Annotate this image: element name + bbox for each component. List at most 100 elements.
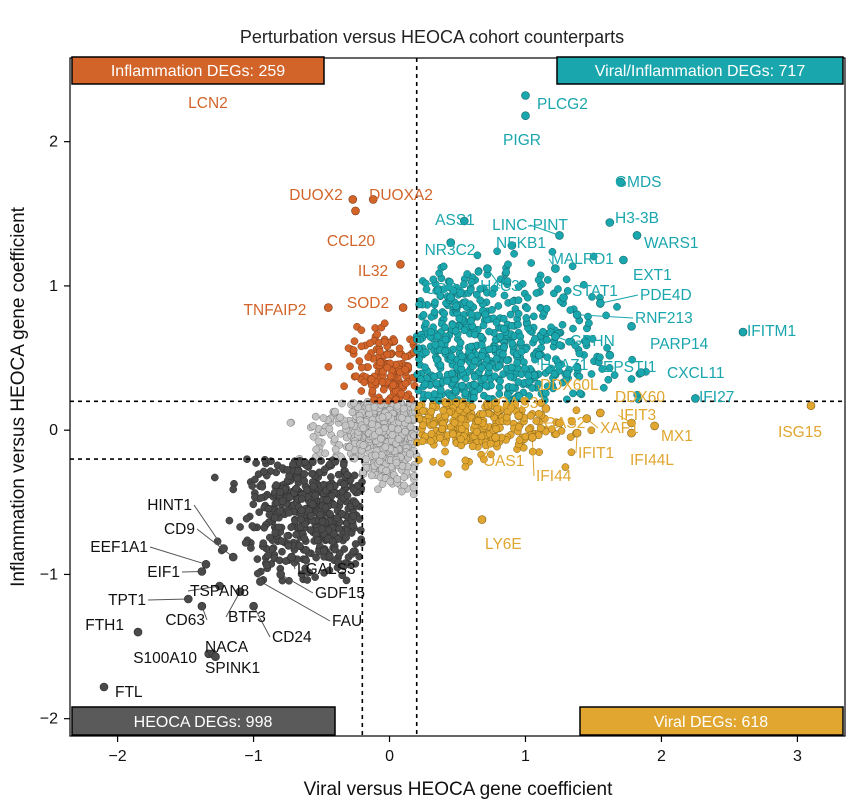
point-heoca <box>349 547 358 556</box>
point-viral-inflammation <box>463 270 472 278</box>
point-viral <box>468 402 477 411</box>
labeled-point-spink1 <box>211 652 220 662</box>
point-viral-inflammation <box>525 392 533 400</box>
point-viral-inflammation <box>439 262 448 271</box>
gene-label-cd24: CD24 <box>272 629 312 646</box>
leader-line-pde4d <box>600 294 639 304</box>
point-heoca <box>303 576 312 584</box>
plot-frame <box>69 57 846 737</box>
point-viral-inflammation <box>524 371 533 380</box>
leader-line-rnf213 <box>577 314 634 319</box>
category-box-heoca-label: HEOCA DEGs: 998 <box>134 714 273 731</box>
point-viral-inflammation <box>587 370 596 378</box>
gene-label-h4c3: H4C3 <box>480 278 520 295</box>
point-viral <box>514 423 523 431</box>
point-viral-inflammation <box>514 320 522 329</box>
point-viral-inflammation <box>429 275 438 284</box>
point-viral-inflammation <box>457 352 466 361</box>
point-viral <box>535 448 543 456</box>
point-viral-inflammation <box>504 260 512 269</box>
point-viral-inflammation <box>506 310 515 319</box>
point-inflammation <box>352 372 360 381</box>
labeled-point-gmds <box>616 177 626 187</box>
point-heoca <box>249 500 258 509</box>
point-inflammation <box>324 362 333 371</box>
point-viral-inflammation <box>467 316 475 325</box>
point-nonsig <box>394 435 403 443</box>
point-heoca <box>311 491 320 500</box>
gene-label-ccl20: CCL20 <box>327 233 376 250</box>
labeled-point-btf3 <box>235 587 245 597</box>
point-viral-inflammation <box>494 302 503 310</box>
point-heoca <box>255 508 264 517</box>
point-viral-inflammation <box>485 363 494 372</box>
point-viral-inflammation <box>550 370 559 378</box>
gene-label-cd74: CD74 <box>425 281 465 298</box>
point-viral-inflammation <box>523 293 532 302</box>
point-viral-inflammation <box>474 268 483 276</box>
leader-line-tpt1 <box>147 598 189 601</box>
point-heoca <box>296 515 305 524</box>
point-viral-inflammation <box>430 372 439 381</box>
point-heoca <box>334 558 343 567</box>
point-viral-inflammation <box>500 343 508 352</box>
point-viral-inflammation <box>448 369 456 378</box>
point-viral-inflammation <box>514 283 523 291</box>
gene-label-eif1: EIF1 <box>147 564 180 581</box>
gene-label-isg15: ISG15 <box>778 424 822 441</box>
gene-label-il32: IL32 <box>358 263 388 280</box>
point-viral-inflammation <box>532 289 541 297</box>
point-viral-inflammation <box>496 377 504 385</box>
point-heoca <box>306 526 315 534</box>
gene-label-lgals3: LGALS3 <box>297 561 356 578</box>
point-heoca <box>276 488 284 497</box>
labeled-point-ifit1 <box>572 428 582 438</box>
gene-label-nr3c2: NR3C2 <box>425 242 476 259</box>
point-viral-inflammation <box>416 375 425 384</box>
point-heoca <box>331 545 339 554</box>
labeled-point-eef1a1 <box>201 559 211 569</box>
gene-label-ext1: EXT1 <box>633 267 672 284</box>
point-heoca <box>251 475 259 484</box>
point-heoca <box>320 569 328 577</box>
point-viral <box>548 425 556 433</box>
gene-label-plcg2: PLCG2 <box>537 96 588 113</box>
gene-label-tspan8: TSPAN8 <box>190 583 249 600</box>
labeled-point-sod2 <box>398 303 408 312</box>
gene-label-sod2: SOD2 <box>347 295 389 312</box>
point-viral-inflammation <box>470 394 478 402</box>
point-heoca <box>356 526 365 535</box>
threshold-lines <box>70 58 845 736</box>
point-nonsig <box>398 462 407 470</box>
point-heoca <box>297 506 306 515</box>
point-viral-inflammation <box>584 312 592 321</box>
point-heoca <box>327 473 335 481</box>
point-heoca <box>295 541 304 550</box>
point-viral-inflammation <box>456 289 465 297</box>
point-viral-inflammation <box>494 362 503 371</box>
point-nonsig <box>362 455 370 463</box>
point-heoca <box>334 470 343 479</box>
labeled-point-rnf213 <box>572 310 582 320</box>
labeled-point-linc-pint <box>555 231 564 240</box>
point-viral-inflammation <box>523 304 531 313</box>
point-viral-inflammation <box>599 383 608 392</box>
gene-label-h2az1: H2AZ1 <box>540 357 588 374</box>
gene-label-rnf213: RNF213 <box>635 310 693 327</box>
point-viral-inflammation <box>508 339 517 348</box>
labeled-point-nr3c2 <box>446 238 456 247</box>
point-inflammation <box>380 337 389 346</box>
labeled-point-malrd1 <box>551 264 560 273</box>
point-viral-inflammation <box>506 372 515 381</box>
point-viral-inflammation <box>566 306 575 314</box>
category-box-inflammation: Inflammation DEGs: 259 <box>71 56 325 85</box>
point-viral-inflammation <box>554 362 563 370</box>
point-inflammation <box>401 353 409 361</box>
point-heoca <box>349 485 358 494</box>
point-viral-inflammation <box>542 304 551 313</box>
labeled-point-nfkb1 <box>507 241 517 250</box>
gene-label-ftl: FTL <box>115 684 143 701</box>
point-heoca <box>263 551 272 560</box>
point-viral-inflammation <box>476 296 485 305</box>
